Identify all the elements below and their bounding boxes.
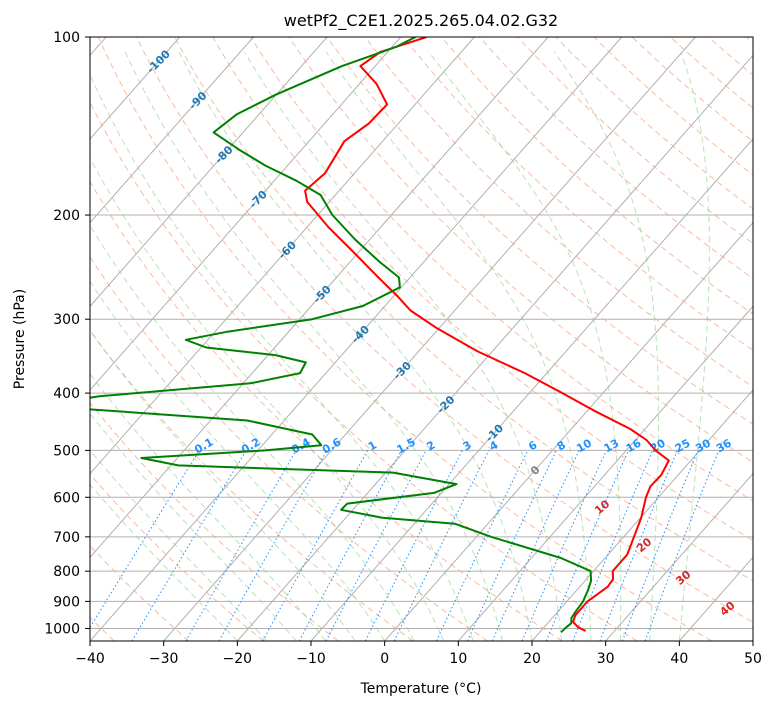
mixing-ratio-line xyxy=(393,450,490,641)
moist-adiabat-line xyxy=(90,224,415,641)
dry-adiabat-line xyxy=(174,37,753,582)
dry-adiabat-line xyxy=(479,37,753,280)
y-tick-label: 800 xyxy=(53,564,80,580)
x-tick-label: 10 xyxy=(449,651,467,667)
moist-adiabat-line xyxy=(90,157,445,641)
mixing-ratio-line xyxy=(521,450,607,641)
x-tick-label: 0 xyxy=(380,651,389,667)
moist-adiabat-line xyxy=(428,51,622,641)
dry-adiabat-line xyxy=(90,256,488,641)
mixing-ratio-line xyxy=(572,450,654,641)
x-tick-label: −40 xyxy=(75,651,105,667)
data-series xyxy=(90,37,670,634)
isotherm-line xyxy=(90,37,623,641)
isotherm-line xyxy=(90,37,254,224)
x-tick-label: −10 xyxy=(296,651,326,667)
y-tick-label: 100 xyxy=(53,30,80,46)
dry-adiabat-line xyxy=(90,329,414,641)
moist-adiabat-line xyxy=(90,373,327,641)
isotherm-line xyxy=(90,37,549,559)
dry-adiabat-line xyxy=(135,37,753,623)
dry-adiabat-line xyxy=(90,473,264,641)
moist-adiabat-line xyxy=(90,280,386,641)
background-lines xyxy=(90,37,753,641)
x-axis-label: Temperature (°C) xyxy=(360,681,482,697)
isotherm-line xyxy=(384,221,753,641)
chart-title: wetPf2_C2E1.2025.265.04.02.G32 xyxy=(284,11,558,31)
mixing-ratio-line xyxy=(262,450,369,641)
mixing-ratio-line xyxy=(298,450,402,641)
dry-adiabat-line xyxy=(90,101,638,641)
moist-adiabat-line xyxy=(90,449,268,641)
x-tick-label: −20 xyxy=(223,651,253,667)
dry-adiabat-line xyxy=(97,37,712,641)
dry-adiabat-line xyxy=(593,37,753,176)
moist-adiabat-line xyxy=(678,51,710,641)
x-tick-label: 40 xyxy=(670,651,688,667)
y-tick-label: 700 xyxy=(53,530,80,546)
isotherm-line xyxy=(90,37,475,475)
moist-adiabat-line xyxy=(178,51,533,641)
dry-adiabat-line xyxy=(441,37,753,315)
x-tick-label: 20 xyxy=(523,651,541,667)
mixing-ratio-line xyxy=(218,450,328,641)
dewpoint-profile-line xyxy=(90,37,593,634)
y-tick-label: 500 xyxy=(53,443,80,459)
mixing-ratio-line xyxy=(545,450,629,641)
x-tick-label: −30 xyxy=(149,651,179,667)
mixing-ratio-line xyxy=(467,450,557,641)
isotherm-line xyxy=(90,37,402,391)
dry-adiabat-line xyxy=(631,37,753,142)
dry-adiabat-line xyxy=(90,180,563,641)
moist-adiabat-line xyxy=(553,51,659,641)
plot-background xyxy=(90,37,753,641)
moist-adiabat-line xyxy=(244,51,562,641)
x-tick-label: 30 xyxy=(597,651,615,667)
y-tick-label: 600 xyxy=(53,490,80,506)
isotherm-line xyxy=(90,37,328,308)
temperature-profile-line xyxy=(304,37,670,632)
isotherm-line xyxy=(90,37,181,140)
dry-adiabat-line xyxy=(326,37,753,425)
moist-adiabat-line xyxy=(90,73,474,641)
x-tick-label: 50 xyxy=(744,651,762,667)
plot-frame xyxy=(89,36,754,642)
y-tick-label: 1000 xyxy=(44,621,80,637)
mixing-ratio-line xyxy=(131,450,247,641)
y-tick-label: 400 xyxy=(53,386,80,402)
dry-adiabat-line xyxy=(402,37,753,351)
moist-adiabat-line xyxy=(90,329,356,641)
isotherm-line xyxy=(236,54,753,641)
mixing-ratio-line xyxy=(185,450,297,641)
dry-adiabat-line xyxy=(250,37,753,502)
dry-adiabat-line xyxy=(288,37,753,463)
mixing-ratio-line xyxy=(90,450,200,629)
isotherm-line xyxy=(605,472,753,641)
dry-adiabat-line xyxy=(212,37,753,542)
y-tick-label: 300 xyxy=(53,312,80,328)
mixing-ratio-line xyxy=(435,450,529,641)
moist-adiabat-line xyxy=(124,51,503,641)
moist-adiabat-line xyxy=(90,483,238,641)
y-axis-label: Pressure (hPa) xyxy=(12,289,28,389)
mixing-ratio-line xyxy=(491,450,580,641)
y-tick-label: 200 xyxy=(53,208,80,224)
axes: −40 −30 −20 −10 0 10 20 30 40 50 100 200 300 400 500 60… xyxy=(44,30,762,667)
y-tick-label: 900 xyxy=(53,594,80,610)
